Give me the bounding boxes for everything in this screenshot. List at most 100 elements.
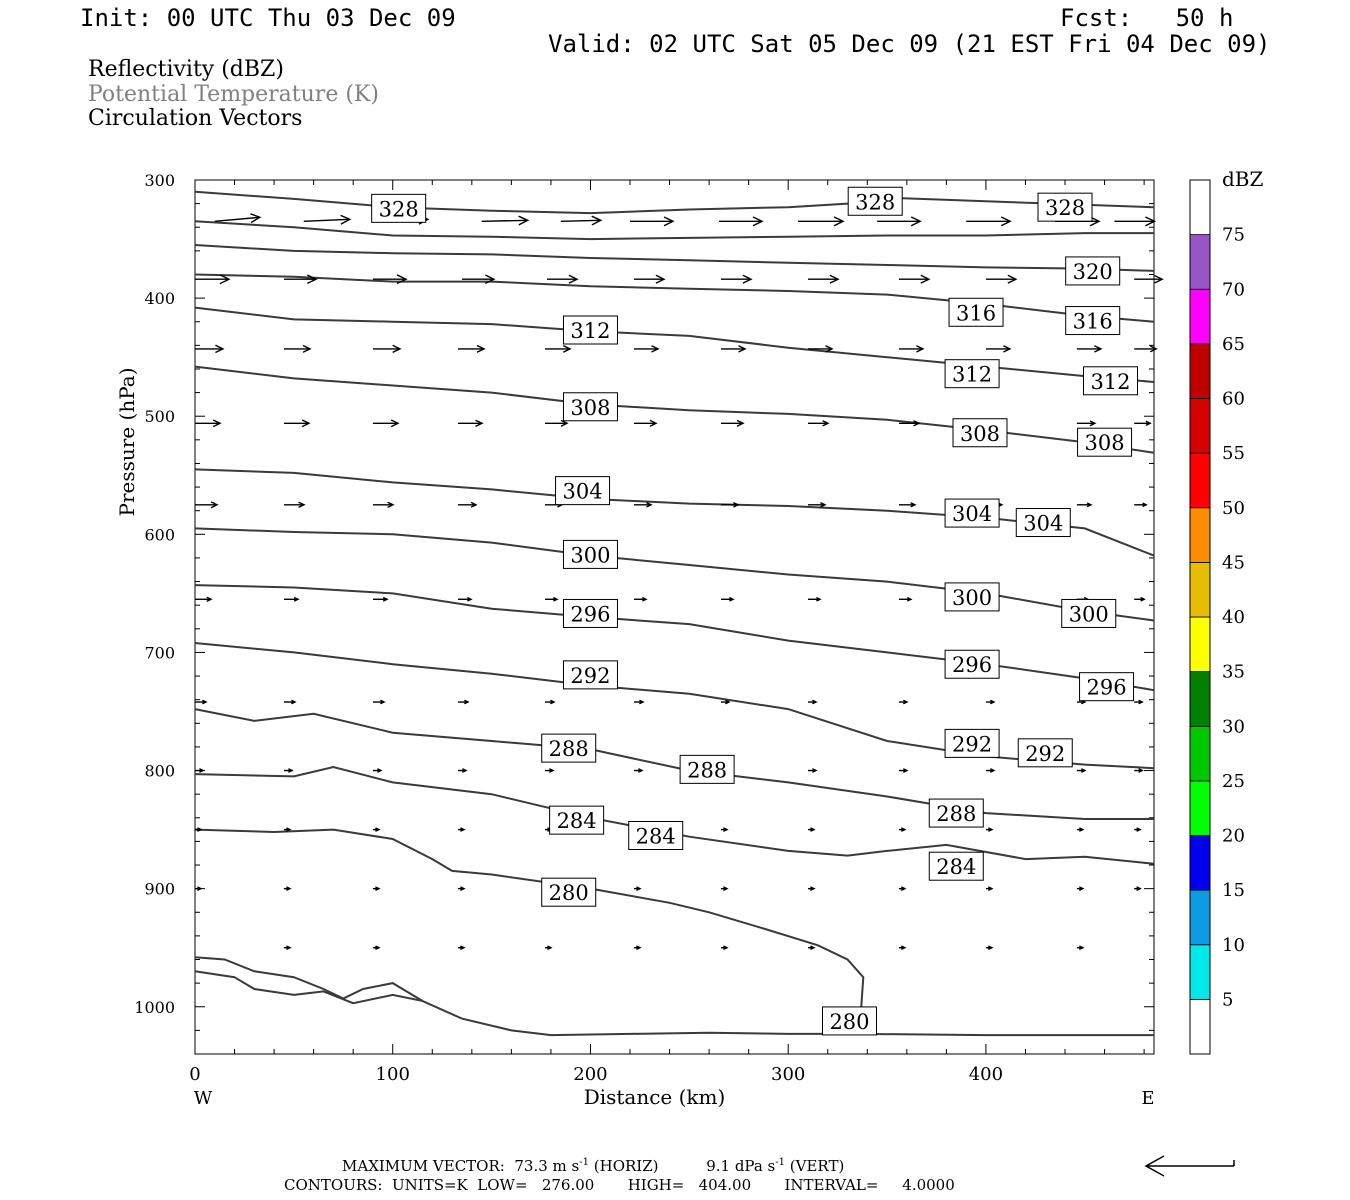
x-tick-label: 0	[189, 1064, 200, 1085]
circulation-vector	[633, 345, 660, 353]
contour-label-box	[562, 392, 618, 422]
colorbar-segment	[1189, 780, 1211, 836]
circulation-vector	[214, 213, 262, 224]
colorbar-tick-label: 60	[1222, 389, 1245, 410]
init-time: Init: 00 UTC Thu 03 Dec 09	[80, 4, 456, 32]
circulation-vector	[195, 827, 203, 832]
circulation-vector	[283, 274, 318, 285]
colorbar-segment	[1189, 398, 1211, 454]
y-tick-label: 700	[144, 643, 175, 662]
circulation-vector	[807, 886, 816, 892]
y-tick-label: 800	[144, 762, 175, 781]
contour-label: 320	[1073, 260, 1113, 284]
contour-label-box	[821, 1006, 877, 1036]
contour-label: 296	[570, 602, 610, 626]
circulation-vector	[898, 827, 907, 832]
circulation-vector	[1076, 827, 1085, 832]
circulation-vector	[461, 274, 496, 285]
circulation-vector	[195, 699, 208, 705]
circulation-vector	[807, 945, 816, 951]
circulation-vector	[283, 501, 306, 509]
contour-label-box	[944, 728, 1000, 758]
x-axis-label: Distance (km)	[584, 1085, 726, 1109]
circulation-vector	[985, 768, 996, 773]
contour-label: 292	[570, 664, 610, 688]
colorbar-segment	[1189, 998, 1211, 1055]
circulation-vector	[544, 945, 553, 951]
circulation-vector	[372, 419, 400, 428]
circulation-vector	[807, 596, 822, 602]
theta-contour	[194, 970, 1154, 1037]
theta-contour	[194, 468, 1155, 557]
circulation-vector	[633, 945, 642, 951]
circulation-vector	[481, 215, 530, 226]
colorbar-segment	[1189, 835, 1211, 891]
theta-contour	[194, 306, 1155, 383]
circulation-vector	[633, 596, 648, 602]
contour-label-box	[944, 649, 1000, 679]
contour-label: 300	[952, 586, 992, 610]
contour-label-box	[944, 498, 1000, 528]
contour-label-box	[549, 805, 605, 835]
circulation-vector	[457, 699, 470, 705]
circulation-vector	[1134, 502, 1148, 508]
y-tick-label: 300	[144, 171, 175, 190]
contour-label: 304	[563, 480, 603, 504]
circulation-vector	[633, 699, 645, 705]
contour-label: 308	[570, 396, 610, 420]
colorbar-tick-label: 5	[1222, 989, 1233, 1010]
contour-label: 308	[960, 422, 1000, 446]
circulation-vector	[283, 344, 312, 353]
max-vector-label: MAXIMUM VECTOR:	[342, 1157, 505, 1175]
circulation-vector	[633, 274, 666, 284]
circulation-vector	[807, 420, 830, 427]
contour-label: 300	[1069, 602, 1109, 626]
contour-label-box	[1065, 256, 1121, 286]
theta-contour	[194, 220, 1154, 241]
horiz-label: (HORIZ)	[593, 1157, 659, 1175]
colorbar-segment	[1189, 288, 1211, 345]
theta-contour	[194, 708, 1154, 820]
contour-label-box	[562, 539, 618, 569]
colorbar-segment	[1189, 179, 1211, 236]
circulation-vector	[985, 345, 1012, 353]
contour-label-box	[1061, 598, 1117, 628]
colorbar-tick-label: 45	[1222, 552, 1245, 573]
contour-label: 288	[549, 737, 589, 761]
circulation-vector	[283, 596, 300, 602]
y-tick-label: 900	[144, 880, 175, 899]
circulation-vector	[633, 419, 658, 427]
theta-contour	[194, 190, 1155, 215]
legend-vectors: Circulation Vectors	[88, 106, 303, 131]
contour-label-box	[1079, 672, 1135, 702]
circulation-vector	[372, 596, 389, 602]
contour-label: 288	[936, 802, 976, 826]
circulation-vector	[1076, 420, 1097, 427]
contours-info: CONTOURS: UNITS=K LOW= 276.00 HIGH= 404.…	[284, 1176, 955, 1194]
colorbar-tick-label: 15	[1222, 880, 1245, 901]
circulation-vector	[372, 344, 402, 354]
theta-contour	[194, 584, 1155, 692]
colorbar-tick-label: 40	[1222, 607, 1245, 628]
contour-label: 300	[570, 543, 610, 567]
circulation-vector	[1134, 768, 1144, 773]
legend-theta: Potential Temperature (K)	[88, 82, 379, 107]
circulation-vector	[372, 768, 383, 773]
contour-label: 328	[855, 190, 895, 214]
x-tick-label: 300	[771, 1064, 805, 1085]
circulation-vector	[544, 699, 556, 705]
contour-label-box	[562, 315, 618, 345]
colorbar-segment	[1189, 561, 1211, 618]
circulation-vector	[195, 419, 222, 428]
circulation-vector	[283, 768, 294, 773]
forecast-hour: Fcst: 50 h	[1060, 4, 1234, 32]
x-tick-label: 200	[573, 1064, 607, 1085]
circulation-vector	[720, 501, 740, 508]
circulation-vector	[372, 501, 395, 509]
circulation-vector	[985, 827, 994, 832]
max-vector-line: MAXIMUM VECTOR: 73.3 m s-1 (HORIZ) 9.1 d…	[342, 1157, 844, 1175]
circulation-vector	[1134, 420, 1152, 427]
circulation-vector	[720, 419, 745, 427]
colorbar-segment	[1189, 725, 1211, 782]
theta-contour	[194, 828, 865, 1034]
